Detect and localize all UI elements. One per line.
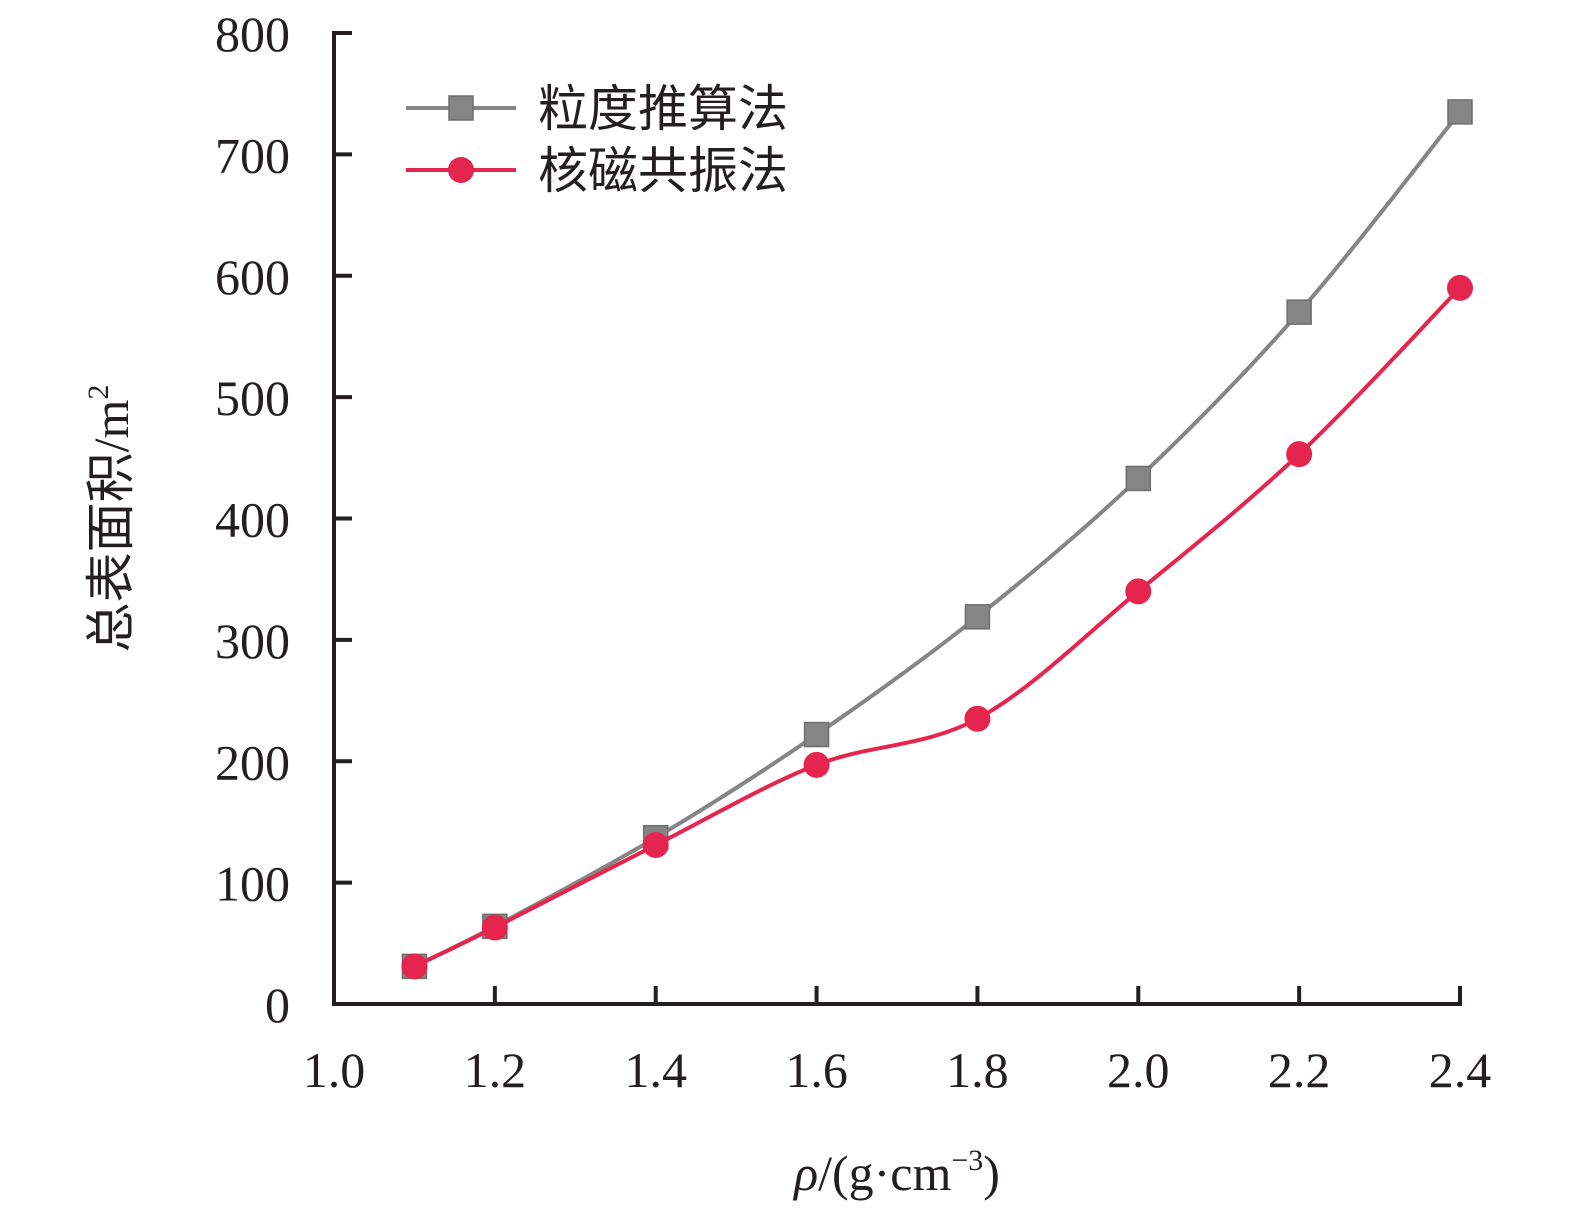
legend-marker — [448, 95, 474, 121]
legend-item: 粒度推算法 — [406, 81, 788, 137]
y-tick-label: 200 — [215, 734, 290, 790]
x-tick-label: 2.4 — [1429, 1042, 1492, 1098]
y-tick-label: 600 — [215, 249, 290, 305]
x-axis-title: ρ/(g·cm−3) — [792, 1144, 1000, 1201]
x-axis-symbol: ρ — [792, 1145, 818, 1201]
x-tick-label: 2.0 — [1107, 1042, 1170, 1098]
series-1 — [401, 99, 1473, 980]
series-1-point — [803, 721, 830, 748]
x-tick-label: 1.8 — [946, 1042, 1009, 1098]
x-axis-unit-close: ) — [983, 1145, 1000, 1201]
y-ticks: 0 100 200 300 400 500 600 700 800 — [215, 6, 352, 1033]
series-2-point — [1286, 441, 1313, 468]
series-2-line — [413, 286, 1462, 969]
x-ticks: 1.0 1.2 1.4 1.6 1.8 2.0 2.2 2.4 — [303, 986, 1492, 1098]
y-tick-label: 300 — [215, 613, 290, 669]
y-tick-label: 0 — [265, 977, 290, 1033]
series-1-line — [413, 110, 1462, 969]
x-tick-label: 1.6 — [785, 1042, 848, 1098]
y-tick-label: 500 — [215, 370, 290, 426]
series-2-point — [1125, 578, 1152, 605]
x-tick-label: 1.4 — [624, 1042, 687, 1098]
series-layer — [401, 99, 1473, 980]
series-2-point — [401, 953, 428, 980]
y-axis-title: 总表面积/m2 — [82, 385, 139, 653]
y-tick-label: 800 — [215, 6, 290, 62]
legend-label: 核磁共振法 — [538, 143, 788, 199]
series-2-point — [481, 914, 508, 941]
series-1-point — [1286, 299, 1312, 325]
x-tick-label: 1.0 — [303, 1042, 366, 1098]
axes — [332, 31, 1462, 1006]
y-tick-label: 700 — [215, 127, 290, 183]
x-tick-label: 2.2 — [1268, 1042, 1331, 1098]
series-2-point — [964, 705, 991, 732]
y-tick-label: 100 — [215, 856, 290, 912]
legend-item: 核磁共振法 — [406, 143, 788, 199]
y-axis-title-exponent: 2 — [82, 385, 115, 400]
series-2-point — [1447, 274, 1473, 301]
legend-label: 粒度推算法 — [538, 81, 788, 137]
y-axis-title-text: 总表面积/m — [83, 400, 139, 653]
x-axis-unit-exponent: −3 — [951, 1144, 983, 1177]
y-tick-label: 400 — [215, 492, 290, 548]
series-2-point — [642, 831, 669, 858]
series-2-point — [803, 751, 830, 778]
series-1-point — [1447, 99, 1473, 125]
x-axis-unit: /(g·cm — [818, 1145, 951, 1201]
x-tick-label: 1.2 — [464, 1042, 527, 1098]
series-1-point — [964, 604, 991, 630]
legend-marker — [448, 157, 474, 183]
series-2 — [401, 274, 1473, 980]
series-1-point — [1125, 465, 1152, 492]
